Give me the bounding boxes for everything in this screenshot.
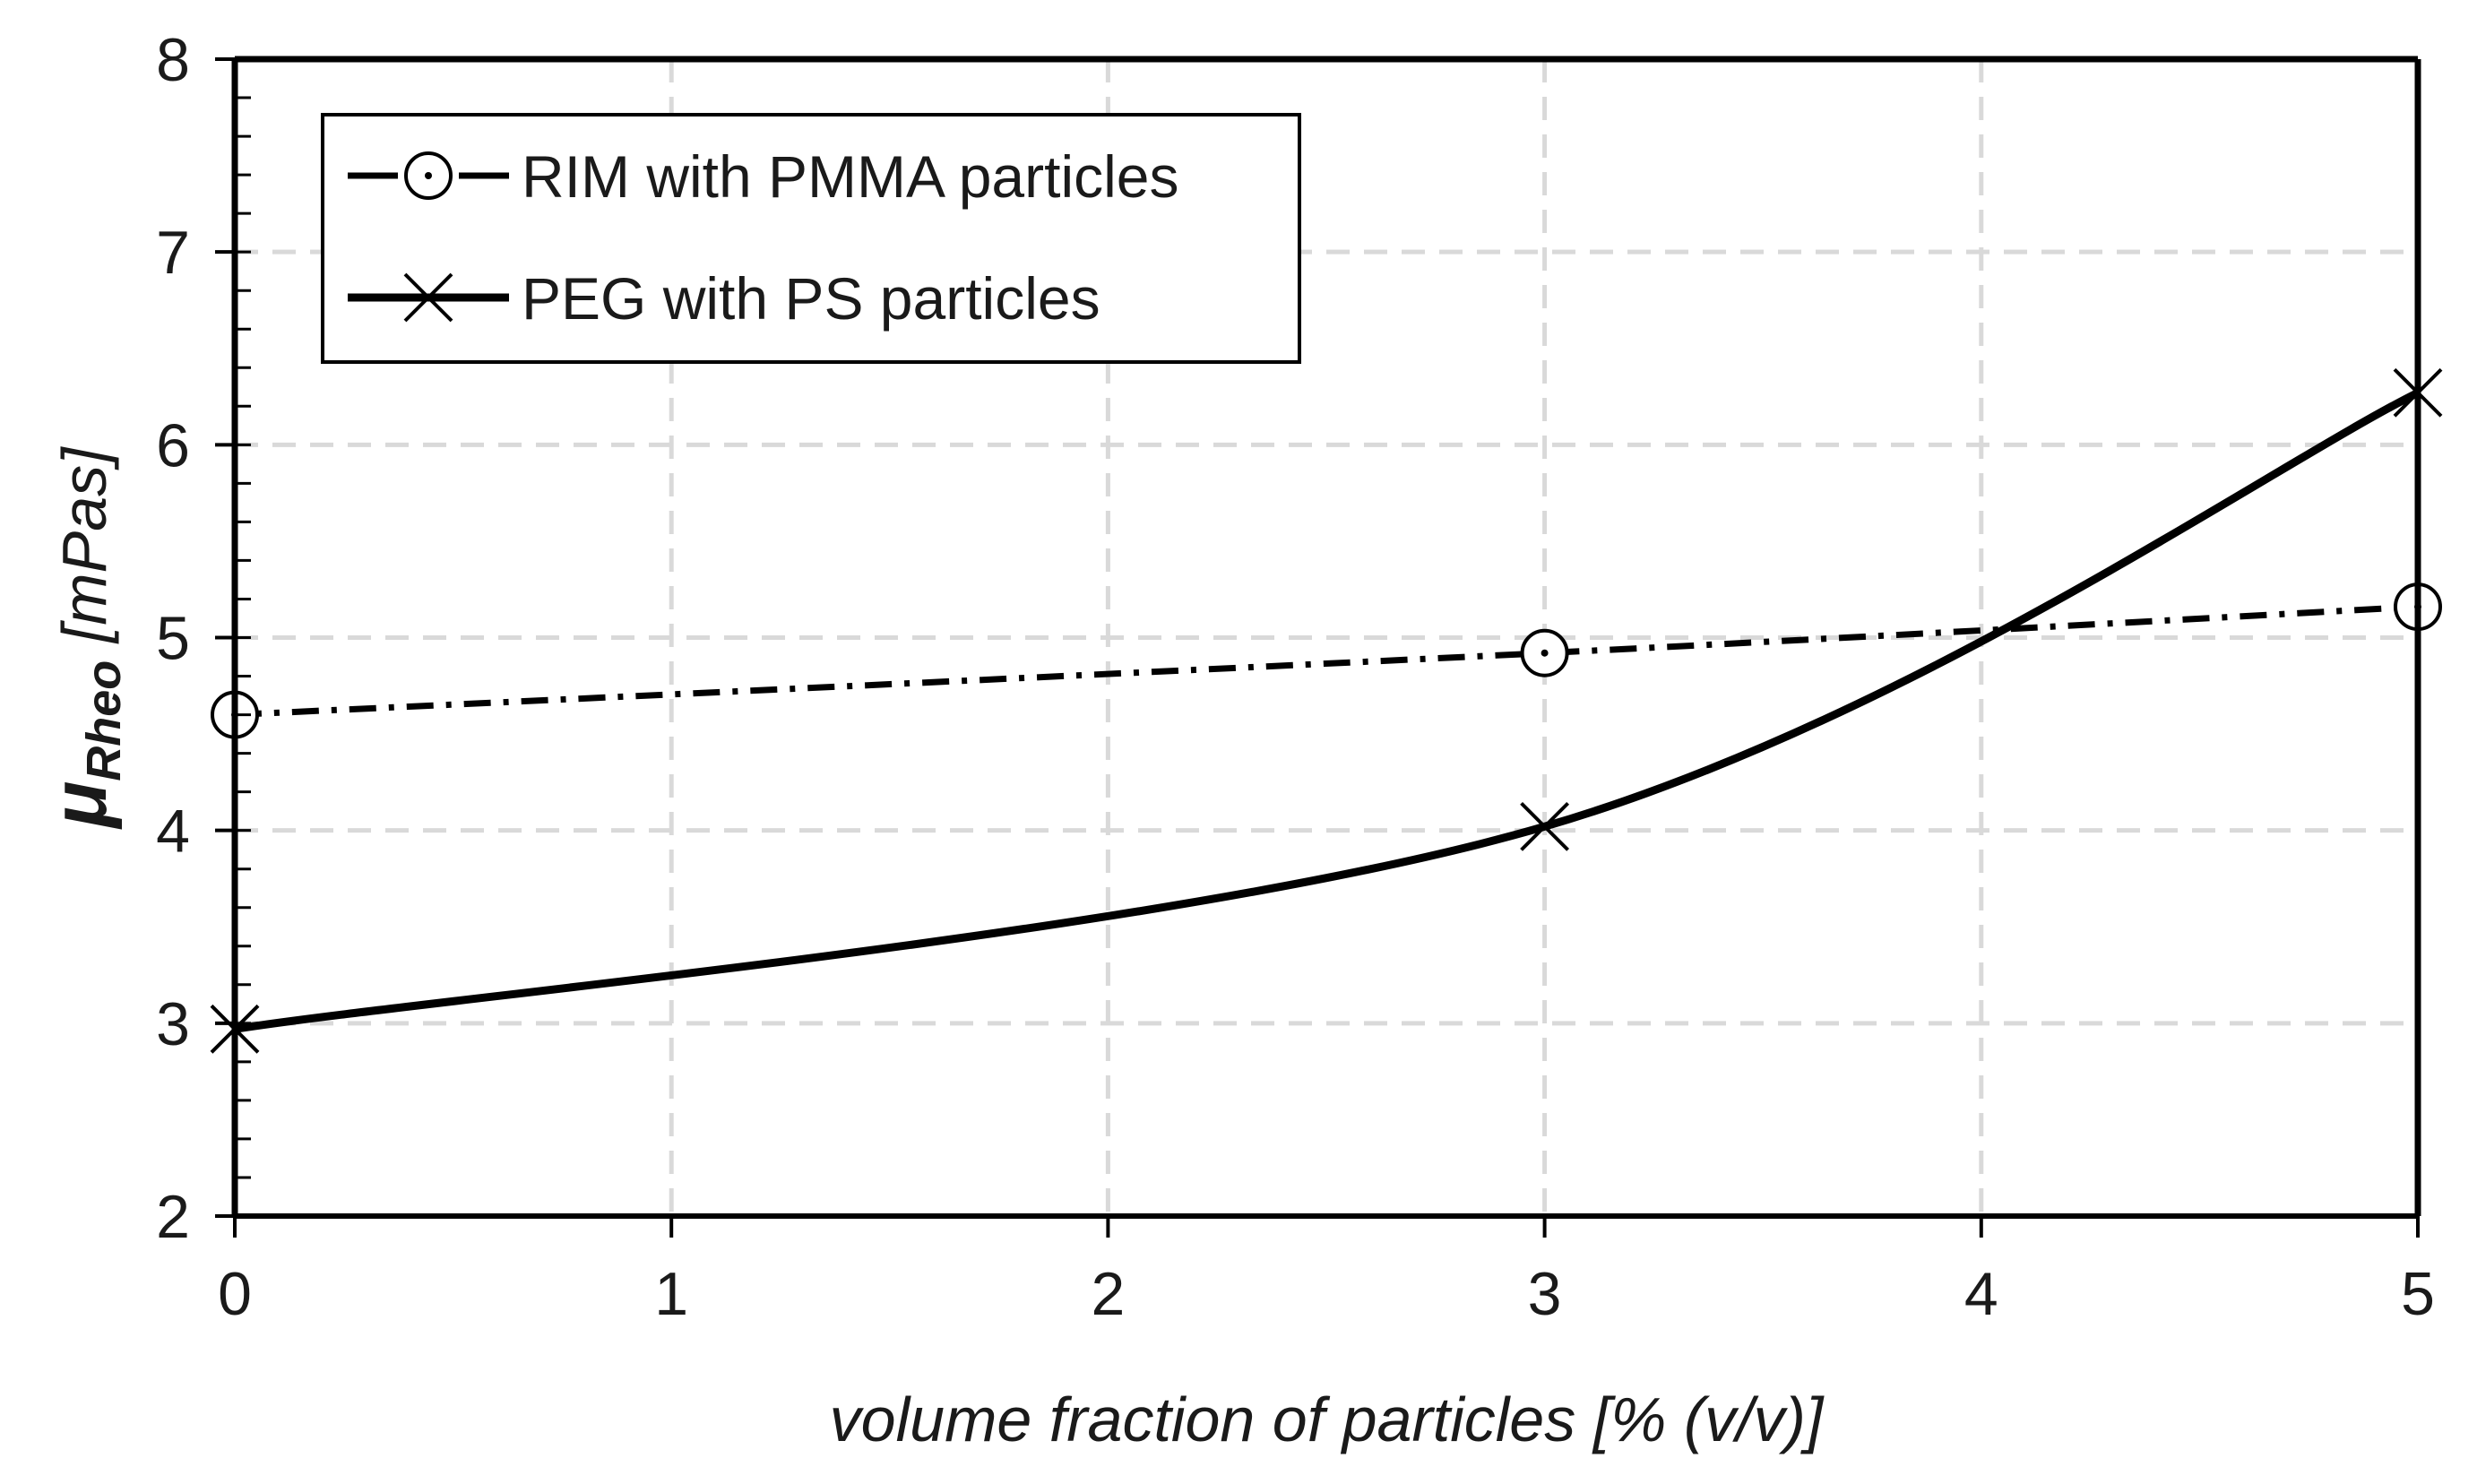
x-tick-label: 3 (1528, 1260, 1562, 1328)
series-line (234, 389, 2421, 1033)
legend: RIM with PMMA particles PEG with PS parti… (321, 113, 1301, 364)
y-tick-label: 7 (156, 219, 190, 287)
y-tick-label: 4 (156, 798, 190, 866)
y-axis-title: μRheo [mPas] (37, 446, 131, 830)
legend-marker (403, 272, 453, 323)
y-tick-label: 6 (156, 411, 190, 479)
axes (215, 56, 2421, 1238)
y-tick-label: 2 (156, 1183, 190, 1251)
x-tick-label: 0 (218, 1260, 252, 1328)
x-axis-title: volume fraction of particles [% (v/v)] (830, 1385, 1825, 1454)
marker-center-dot (425, 172, 432, 179)
marker-center-dot (1541, 649, 1549, 657)
legend-item-2: PEG with PS particles (348, 265, 1100, 332)
y-axis-unit: [mPas] (49, 446, 119, 660)
legend-label: PEG with PS particles (522, 265, 1100, 332)
x-tick-label: 5 (2401, 1260, 2435, 1328)
legend-box (321, 113, 1301, 364)
data-point (1520, 628, 1569, 677)
y-axis-subscript: Rheo (77, 660, 131, 781)
y-axis-symbol: μ (37, 781, 123, 830)
y-tick-label: 3 (156, 990, 190, 1058)
legend-marker (404, 151, 453, 200)
tick-labels: 0 1 2 3 4 5 2 3 4 5 6 7 8 (156, 26, 2435, 1328)
legend-item-1: RIM with PMMA particles (348, 143, 1178, 210)
x-tick-label: 1 (654, 1260, 688, 1328)
y-tick-label: 8 (156, 26, 190, 94)
x-tick-label: 2 (1091, 1260, 1125, 1328)
legend-label: RIM with PMMA particles (522, 143, 1178, 210)
series-line (234, 603, 2419, 719)
y-tick-label: 5 (156, 605, 190, 673)
data-point (1520, 801, 1570, 851)
x-tick-label: 4 (1964, 1260, 1998, 1328)
